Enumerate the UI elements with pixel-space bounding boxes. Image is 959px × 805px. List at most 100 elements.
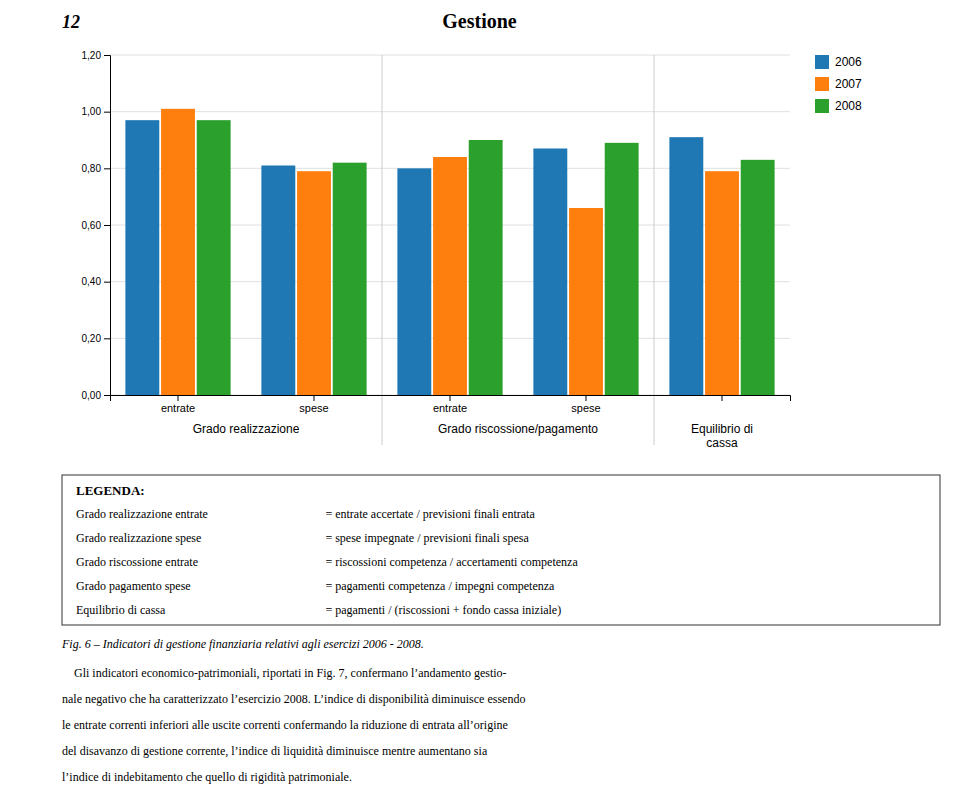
grid-line (110, 111, 790, 112)
legend-swatch (815, 55, 829, 69)
bar (161, 109, 195, 395)
bar (469, 140, 503, 395)
legenda-term: Equilibrio di cassa (76, 603, 166, 617)
bar (705, 171, 739, 395)
group-separators (382, 55, 654, 445)
legend-swatch (815, 99, 829, 113)
group-separator (654, 55, 655, 445)
y-tick: 0,80 (82, 163, 110, 174)
tick-label: 1,20 (82, 50, 102, 61)
legenda-definition: = spese impegnate / previsioni finali sp… (325, 531, 529, 545)
x-tick (722, 395, 723, 401)
group-labels: Grado realizzazione Grado riscossione/pag… (193, 422, 753, 450)
tick-mark (586, 395, 587, 401)
bar (533, 149, 567, 396)
legend-label: 2007 (835, 77, 862, 91)
group-label: Equilibrio dicassa (691, 422, 753, 450)
bar (297, 171, 331, 395)
legend-label: 2006 (835, 55, 862, 69)
tick-mark (450, 395, 451, 401)
legenda-term: Grado realizzazione spese (76, 531, 201, 545)
legend-item: 2007 (815, 77, 862, 91)
group-label: Grado realizzazione (193, 422, 300, 436)
tick-label: 0,00 (82, 390, 102, 401)
legenda-definition: = riscossioni competenza / accertamenti … (325, 555, 578, 569)
x-tick: entrate (433, 395, 467, 414)
legend-item: 2008 (815, 99, 862, 113)
bar (669, 137, 703, 395)
page: 12 Gestione 0,00 0,20 0,40 0,60 0,80 1,00 1,20 en… (0, 0, 959, 805)
tick-mark (104, 55, 110, 56)
tick-label: spese (299, 402, 328, 414)
y-axis: 0,00 0,20 0,40 0,60 0,80 1,00 1,20 (82, 50, 111, 401)
bar (197, 120, 231, 395)
bar-series (161, 109, 739, 395)
tick-mark (104, 395, 110, 396)
group-separator (382, 55, 383, 445)
x-tick: spese (571, 395, 600, 414)
legend-swatch (815, 77, 829, 91)
bar (569, 208, 603, 395)
bar (261, 166, 295, 396)
x-tick: entrate (161, 395, 195, 414)
legenda-term: Grado riscossione entrate (76, 555, 198, 569)
bar (605, 143, 639, 395)
body-text: nale negativo che ha caratterizzato l’es… (62, 692, 525, 706)
tick-mark (104, 168, 110, 169)
axis-line (111, 396, 791, 402)
tick-mark (104, 338, 110, 339)
tick-label: 0,80 (82, 163, 102, 174)
body-text: del disavanzo di gestione corrente, l’in… (62, 744, 488, 758)
y-tick: 0,40 (82, 276, 110, 287)
y-tick: 0,60 (82, 220, 110, 231)
bar (397, 168, 431, 395)
tick-mark (104, 225, 110, 226)
y-tick: 0,00 (82, 390, 110, 401)
tick-label: entrate (161, 402, 195, 414)
bar (125, 120, 159, 395)
legenda-term: Grado pagamento spese (76, 579, 191, 593)
legenda-box: LEGENDA: Grado realizzazione entrate = ent… (62, 475, 940, 625)
tick-mark (314, 395, 315, 401)
tick-mark (722, 395, 723, 401)
header-number: 12 (62, 12, 80, 32)
legenda-definition: = pagamenti competenza / impegni compete… (325, 579, 555, 593)
bar (433, 157, 467, 395)
legenda-definition: = pagamenti / (riscossioni + fondo cassa… (325, 603, 561, 617)
tick-label: entrate (433, 402, 467, 414)
header: Gestione (442, 10, 517, 32)
y-tick: 1,20 (82, 50, 110, 61)
body-text: le entrate correnti inferiori alle uscit… (62, 718, 508, 732)
x-axis: entrate spese entrate spese (111, 395, 791, 414)
legenda-title: LEGENDA: (76, 483, 145, 498)
group-label: Grado riscossione/pagamento (438, 422, 598, 436)
tick-mark (104, 112, 110, 113)
tick-label: spese (571, 402, 600, 414)
bar-series (125, 120, 703, 395)
body-text: Gli indicatori economico-patrimoniali, r… (62, 666, 507, 680)
bars (125, 109, 774, 395)
legenda-frame (62, 475, 940, 625)
y-tick: 1,00 (82, 106, 110, 117)
chart: 0,00 0,20 0,40 0,60 0,80 1,00 1,20 entrate spese… (82, 50, 862, 450)
bar-series (197, 120, 775, 395)
tick-mark (104, 282, 110, 283)
body-text: l’indice di indebitamento che quello di … (62, 770, 352, 784)
legenda-definition: = entrate accertate / previsioni finali … (325, 507, 535, 521)
tick-label: 0,60 (82, 220, 102, 231)
axis-line (104, 56, 111, 396)
bar (333, 163, 367, 395)
caption: Fig. 6 – Indicatori di gestione finanzia… (61, 637, 424, 651)
tick-label: 0,20 (82, 333, 102, 344)
tick-label: 0,40 (82, 276, 102, 287)
grid (110, 55, 790, 395)
grid-line (110, 55, 790, 56)
tick-label: 1,00 (82, 106, 102, 117)
legenda-term: Grado realizzazione entrate (76, 507, 208, 521)
legend-label: 2008 (835, 99, 862, 113)
y-tick: 0,20 (82, 333, 110, 344)
legend: 2006 2007 2008 (815, 55, 862, 113)
x-tick: spese (299, 395, 328, 414)
tick-mark (178, 395, 179, 401)
bar (741, 160, 775, 395)
